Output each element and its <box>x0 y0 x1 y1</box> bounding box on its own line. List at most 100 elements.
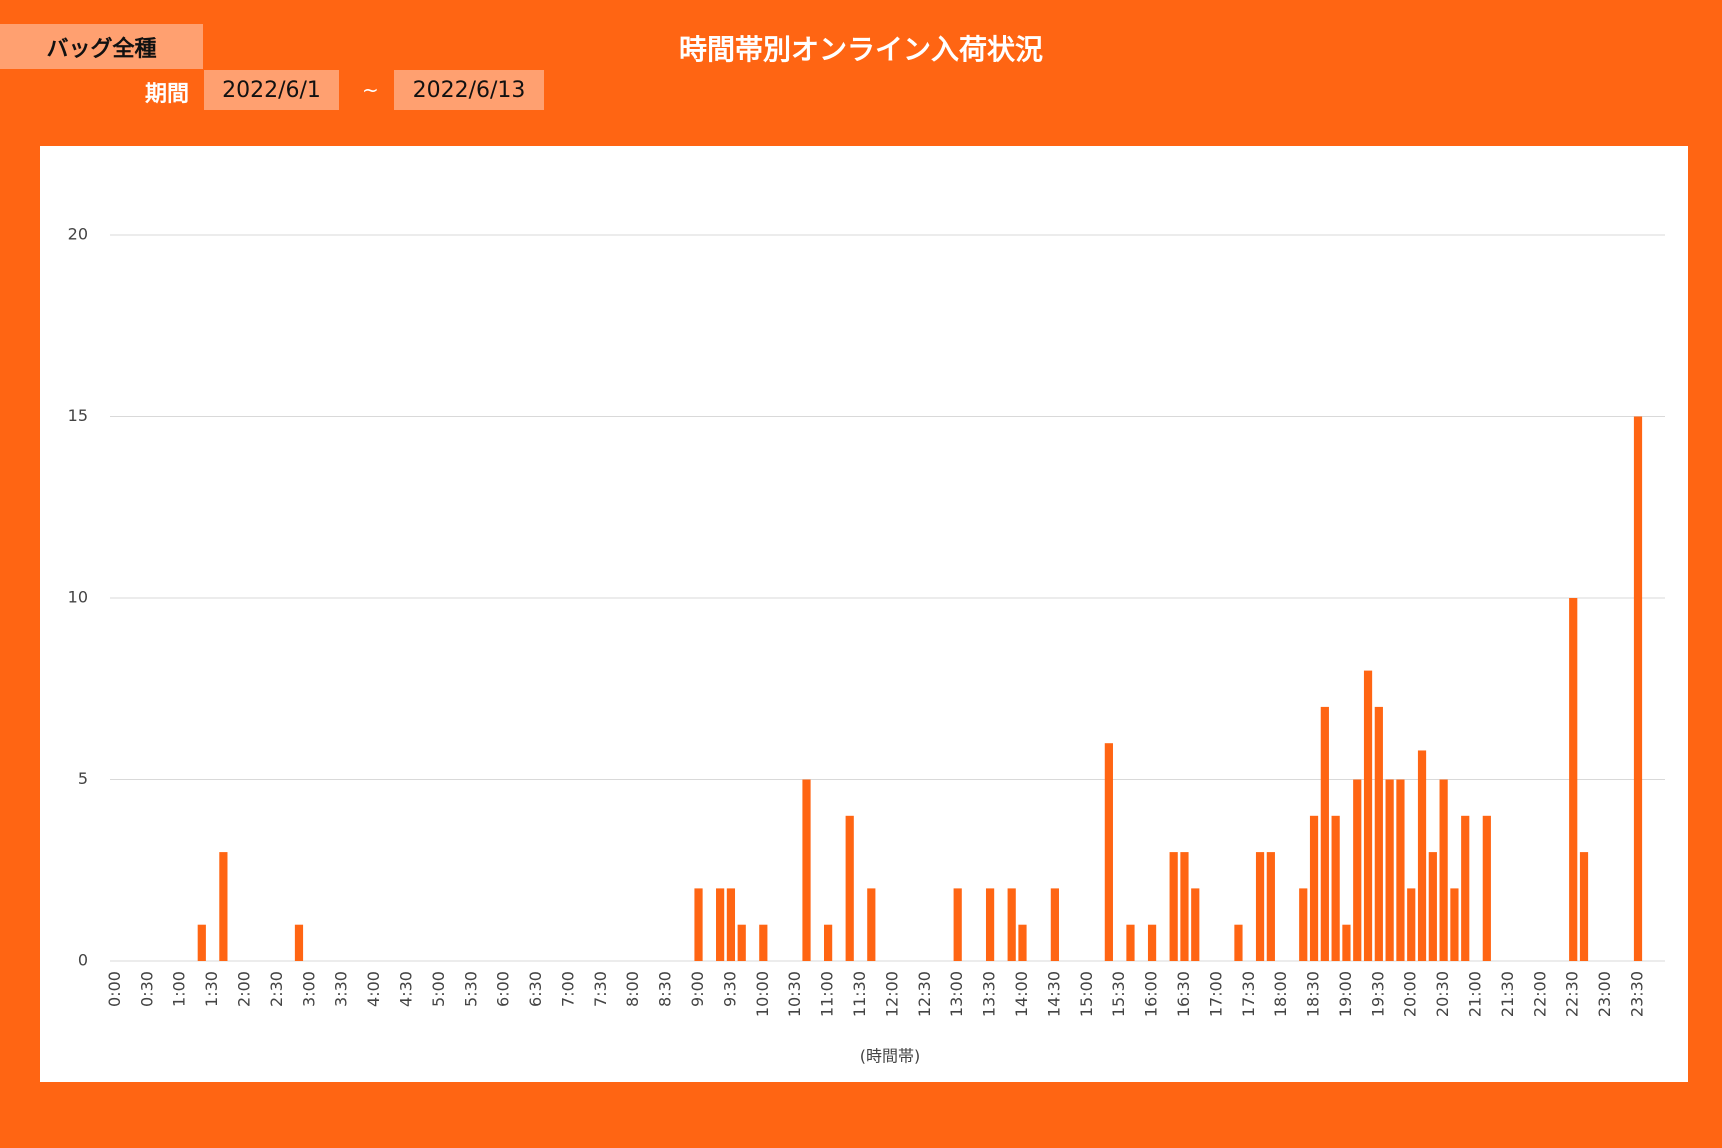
bar <box>1255 852 1265 961</box>
x-tick-label: 8:30 <box>656 971 675 1007</box>
bar <box>1147 924 1157 961</box>
x-tick-label: 20:30 <box>1433 971 1452 1017</box>
bar <box>1633 416 1643 961</box>
bar <box>1331 815 1340 961</box>
x-tick-label: 4:00 <box>364 971 383 1007</box>
start-date: 2022/6/1 <box>204 70 339 110</box>
bar <box>953 888 962 961</box>
bar <box>867 888 876 961</box>
x-tick-label: 2:00 <box>234 971 253 1007</box>
x-tick-label: 12:00 <box>882 971 901 1017</box>
bar <box>1234 924 1243 961</box>
page-title: 時間帯別オンライン入荷状況 <box>678 33 1043 66</box>
x-tick-label: 18:30 <box>1304 971 1323 1017</box>
x-tick-label: 22:30 <box>1563 971 1582 1017</box>
bar <box>1169 852 1178 961</box>
bar <box>1450 888 1459 961</box>
x-tick-label: 17:00 <box>1206 971 1225 1017</box>
x-tick-label: 6:30 <box>526 971 545 1007</box>
bar <box>1299 888 1308 961</box>
bar <box>1309 815 1319 961</box>
x-tick-label: 3:00 <box>299 971 318 1007</box>
x-tick-label: 18:00 <box>1271 971 1290 1017</box>
x-tick-label: 19:00 <box>1336 971 1355 1017</box>
bar <box>1363 670 1373 961</box>
bar <box>1417 750 1427 961</box>
x-tick-label: 19:30 <box>1368 971 1387 1017</box>
bar <box>219 852 228 961</box>
bar <box>1104 743 1113 961</box>
bar <box>802 779 811 961</box>
bar <box>716 888 725 961</box>
x-tick-label: 16:00 <box>1142 971 1161 1017</box>
bar <box>1569 598 1578 961</box>
y-tick-label: 10 <box>68 588 88 607</box>
y-tick-label: 0 <box>78 951 88 970</box>
bar <box>1579 852 1589 961</box>
x-tick-label: 20:00 <box>1401 971 1420 1017</box>
x-tick-label: 10:30 <box>785 971 804 1017</box>
x-tick-label: 16:30 <box>1174 971 1193 1017</box>
bar <box>1374 706 1383 961</box>
bar <box>845 815 854 961</box>
bar <box>1353 779 1362 961</box>
x-tick-label: 0:00 <box>105 971 124 1007</box>
bar <box>1018 924 1027 961</box>
bar <box>1266 852 1275 961</box>
x-tick-label: 7:00 <box>558 971 577 1007</box>
y-tick-label: 5 <box>78 769 88 788</box>
x-tick-label: 5:30 <box>461 971 480 1007</box>
x-tick-label: 5:00 <box>429 971 448 1007</box>
bar <box>1320 706 1329 961</box>
bar <box>294 924 304 961</box>
category-label: バッグ全種 <box>0 24 203 69</box>
x-tick-label: 3:30 <box>332 971 351 1007</box>
x-tick-label: 23:00 <box>1595 971 1614 1017</box>
x-tick-label: 11:30 <box>850 971 869 1017</box>
bar <box>1461 815 1470 961</box>
bar <box>985 888 995 961</box>
bar <box>1126 924 1135 961</box>
bar <box>1396 779 1405 961</box>
chart: (時間帯) 0 5 10 15 20 0:00 0:30 1:00 1:30 2:00 2:30 3:… <box>40 146 1688 1082</box>
bar <box>1385 779 1394 961</box>
x-tick-label: 1:30 <box>202 971 221 1007</box>
bar <box>1050 888 1059 961</box>
bar <box>1191 888 1200 961</box>
x-tick-label: 2:30 <box>267 971 286 1007</box>
x-tick-label: 15:30 <box>1109 971 1128 1017</box>
bar <box>1342 924 1351 961</box>
bar <box>759 924 768 961</box>
y-tick-label: 20 <box>68 225 88 244</box>
separator: ~ <box>362 78 379 102</box>
bar <box>1180 852 1189 961</box>
bar <box>726 888 736 961</box>
x-tick-label: 22:00 <box>1530 971 1549 1017</box>
bar <box>197 924 206 961</box>
bar <box>1428 852 1437 961</box>
x-tick-label: 11:00 <box>818 971 837 1017</box>
x-tick-label: 7:30 <box>591 971 610 1007</box>
end-date: 2022/6/13 <box>394 70 544 110</box>
x-axis-title: (時間帯) <box>860 1047 921 1066</box>
bar <box>1407 888 1416 961</box>
x-tick-label: 21:30 <box>1498 971 1517 1017</box>
x-tick-label: 13:30 <box>980 971 999 1017</box>
bar <box>824 924 833 961</box>
x-tick-label: 1:00 <box>170 971 189 1007</box>
x-tick-label: 8:00 <box>623 971 642 1007</box>
x-tick-label: 23:30 <box>1628 971 1647 1017</box>
bar <box>737 924 746 961</box>
x-tick-label: 10:00 <box>753 971 772 1017</box>
x-tick-label: 13:00 <box>947 971 966 1017</box>
x-tick-label: 0:30 <box>137 971 156 1007</box>
x-tick-label: 9:00 <box>688 971 707 1007</box>
bar <box>1007 888 1016 961</box>
x-tick-label: 15:00 <box>1077 971 1096 1017</box>
x-tick-label: 17:30 <box>1239 971 1258 1017</box>
x-tick-label: 14:30 <box>1044 971 1063 1017</box>
x-tick-label: 9:30 <box>720 971 739 1007</box>
x-tick-label: 6:00 <box>494 971 513 1007</box>
bar <box>1439 779 1448 961</box>
